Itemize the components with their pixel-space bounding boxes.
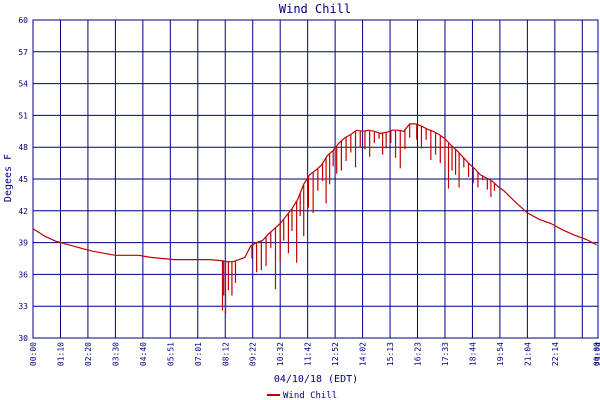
x-tick-label: 16:23	[414, 342, 423, 366]
x-tick-label: 12:52	[331, 342, 340, 366]
x-tick-label: 08:12	[221, 342, 230, 366]
x-tick-label: 05:51	[166, 342, 175, 366]
y-tick-label: 39	[18, 239, 28, 248]
y-tick-label: 33	[18, 302, 28, 311]
y-tick-label: 54	[18, 80, 28, 89]
series-layer	[32, 123, 597, 314]
y-tick-label: 42	[18, 207, 28, 216]
y-tick-label: 60	[18, 16, 28, 25]
x-axis-label: 04/10/18 (EDT)	[274, 374, 358, 385]
x-tick-label: 11:42	[304, 342, 313, 366]
x-tick-label: 17:33	[441, 342, 450, 366]
y-axis-label: Degees F	[3, 154, 14, 202]
y-tick-label: 36	[18, 270, 28, 279]
x-tick-labels: 00:00 01:10 02:20 03:30 04:40 05:51 07:01 08:12…	[29, 342, 600, 366]
legend: Wind Chill	[267, 391, 337, 400]
legend-label: Wind Chill	[283, 391, 337, 400]
x-tick-label: 19:54	[496, 342, 505, 366]
y-tick-label: 48	[18, 143, 28, 152]
y-tick-label: 45	[18, 175, 28, 184]
y-tick-label: 51	[18, 111, 28, 120]
grid-lines	[32, 19, 598, 339]
x-tick-label: 23:24	[594, 342, 600, 366]
x-tick-label: 03:30	[111, 342, 120, 366]
x-tick-label: 07:01	[194, 342, 203, 366]
x-tick-label: 09:22	[249, 342, 258, 366]
x-tick-label: 18:44	[468, 342, 477, 366]
x-tick-label: 01:10	[56, 342, 65, 366]
y-tick-label: 57	[18, 48, 28, 57]
y-tick-label: 30	[18, 334, 28, 343]
x-tick-label: 14:02	[359, 342, 368, 366]
x-tick-label: 15:13	[386, 342, 395, 366]
x-tick-label: 04:40	[139, 342, 148, 366]
x-tick-label: 00:00	[29, 342, 38, 366]
x-tick-label: 22:14	[551, 342, 560, 366]
x-tick-label: 02:20	[84, 342, 93, 366]
y-tick-labels: 30 33 36 39 42 45 48 51 54 57 60	[18, 16, 28, 343]
x-tick-label: 21:04	[523, 342, 532, 366]
series-line-wind-chill	[32, 123, 597, 263]
x-tick-label: 00:00	[593, 342, 600, 366]
chart-title: Wind Chill	[279, 2, 351, 16]
x-tick-label: 10:32	[276, 342, 285, 366]
